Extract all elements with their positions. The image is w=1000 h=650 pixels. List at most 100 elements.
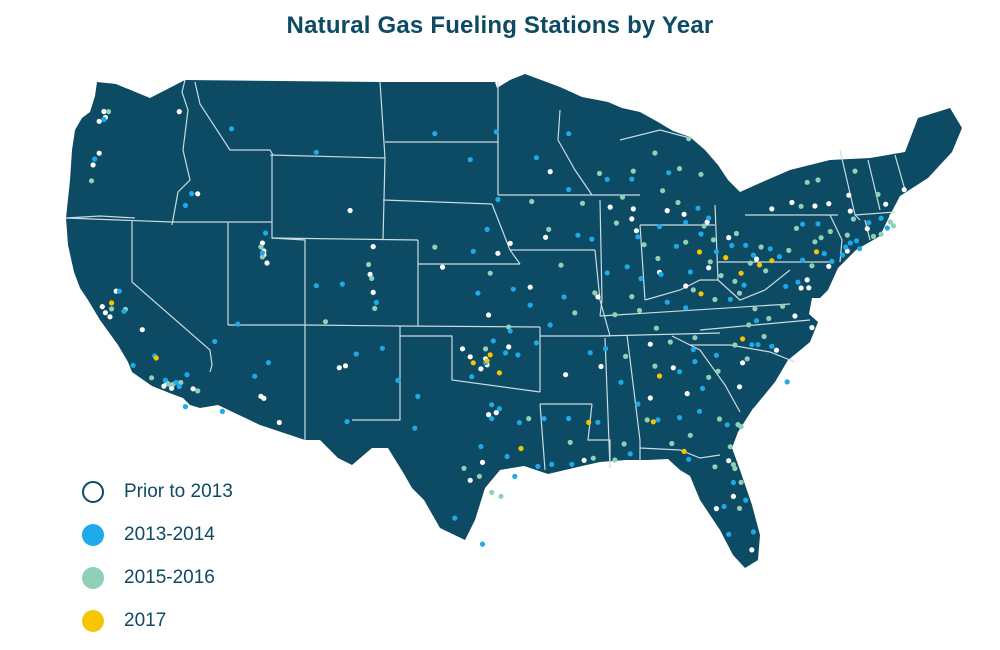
station-dot-y2013-2014-14 <box>121 308 127 314</box>
station-dot-y2013-2014-54 <box>479 541 486 547</box>
station-dot-y2013-2014-17 <box>162 377 168 383</box>
station-dot-y2017-14 <box>738 270 744 276</box>
station-dot-prior-2013-78 <box>563 372 569 378</box>
station-markers <box>88 108 907 553</box>
station-dot-y2013-2014-56 <box>541 416 547 422</box>
station-dot-y2013-2014-129 <box>726 531 732 537</box>
station-dot-y2013-2014-11 <box>395 377 401 383</box>
station-dot-prior-2013-17 <box>139 327 145 333</box>
station-dot-y2015-2016-31 <box>716 416 723 422</box>
legend-swatch-prior-to-2013 <box>82 481 104 503</box>
station-dot-y2013-2014-55 <box>452 515 458 521</box>
station-dot-y2015-2016-24 <box>567 439 573 445</box>
station-dot-y2013-2014-82 <box>706 215 712 221</box>
station-dot-y2015-2016-100 <box>675 199 681 206</box>
station-dot-y2013-2014-71 <box>566 131 572 137</box>
station-dot-y2015-2016-46 <box>780 303 786 309</box>
station-dot-y2013-2014-15 <box>130 362 136 368</box>
station-dot-y2013-2014-116 <box>690 347 696 353</box>
station-dot-y2013-2014-7 <box>373 299 379 305</box>
station-dot-y2013-2014-60 <box>595 419 601 425</box>
station-dot-y2013-2014-133 <box>795 279 801 285</box>
station-dot-y2015-2016-82 <box>641 242 647 248</box>
station-dot-prior-2013-90 <box>726 458 732 464</box>
station-dot-y2013-2014-77 <box>638 276 644 282</box>
station-dot-y2013-2014-64 <box>533 340 540 346</box>
station-dot-prior-2013-60 <box>812 203 818 209</box>
border-id-mt <box>194 81 274 156</box>
station-dot-prior-2013-24 <box>261 395 267 401</box>
station-dot-y2017-7 <box>586 419 592 425</box>
station-dot-y2013-2014-12 <box>379 345 385 351</box>
border-wa-id <box>181 79 189 151</box>
station-dot-y2013-2014-105 <box>800 221 806 227</box>
station-dot-prior-2013-85 <box>704 219 710 225</box>
station-dot-y2015-2016-101 <box>701 223 707 229</box>
station-dot-prior-2013-42 <box>647 395 653 401</box>
border-ca-nv <box>131 220 213 373</box>
station-dot-y2013-2014-2 <box>182 202 188 208</box>
station-dot-y2015-2016-92 <box>572 310 578 316</box>
station-dot-y2015-2016-17 <box>506 324 512 330</box>
station-dot-prior-2013-31 <box>506 344 512 350</box>
station-dot-y2013-2014-51 <box>489 416 495 422</box>
station-dot-y2013-2014-45 <box>496 406 502 412</box>
station-dot-prior-2013-40 <box>596 466 603 472</box>
station-dot-y2013-2014-122 <box>676 415 683 421</box>
station-dot-prior-2013-25 <box>276 419 282 426</box>
station-dot-prior-2013-38 <box>467 477 473 483</box>
station-dot-y2017-18 <box>656 373 663 379</box>
border-wa-or <box>65 215 136 219</box>
station-dot-prior-2013-54 <box>889 213 895 219</box>
station-dot-prior-2013-32 <box>478 366 484 372</box>
station-dot-y2017-15 <box>756 262 763 268</box>
station-dot-prior-2013-20 <box>169 385 175 391</box>
station-dot-prior-2013-39 <box>479 459 486 465</box>
station-dot-y2015-2016-10 <box>149 375 155 381</box>
station-dot-prior-2013-4 <box>96 150 102 156</box>
station-dot-y2013-2014-85 <box>666 170 672 176</box>
station-dot-y2013-2014-120 <box>724 422 730 428</box>
station-dot-y2013-2014-67 <box>575 232 581 238</box>
legend-item-2013-2014: 2013-2014 <box>82 521 233 549</box>
border-vt-nh-me <box>867 154 906 211</box>
station-dot-y2015-2016-54 <box>683 239 689 245</box>
station-dot-y2015-2016-28 <box>644 417 650 423</box>
station-dot-y2015-2016-56 <box>733 230 740 237</box>
border-il-mo <box>594 249 611 337</box>
station-dot-y2013-2014-63 <box>587 350 593 356</box>
station-dot-y2015-2016-71 <box>875 191 881 197</box>
station-dot-y2013-2014-80 <box>664 299 670 305</box>
station-dot-y2015-2016-68 <box>878 231 884 237</box>
station-dot-y2015-2016-48 <box>752 306 758 312</box>
border-mt-wy <box>269 154 386 159</box>
station-dot-y2015-2016-98 <box>652 150 658 156</box>
station-dot-y2015-2016-8 <box>109 306 115 312</box>
station-dot-y2015-2016-96 <box>579 200 586 206</box>
legend: Prior to 2013 2013-2014 2015-2016 2017 <box>82 478 233 650</box>
station-dot-y2013-2014-30 <box>493 129 499 135</box>
station-dot-y2015-2016-18 <box>483 346 489 352</box>
station-dot-prior-2013-77 <box>598 363 604 370</box>
station-dot-y2013-2014-104 <box>866 220 872 226</box>
station-dot-y2013-2014-127 <box>730 479 737 486</box>
station-dot-prior-2013-51 <box>826 263 832 269</box>
station-dot-y2015-2016-89 <box>652 363 658 369</box>
station-dot-y2017-6 <box>518 445 524 452</box>
station-dot-y2015-2016-66 <box>850 216 857 222</box>
station-dot-prior-2013-49 <box>798 285 804 291</box>
station-dot-prior-2013-47 <box>792 313 798 319</box>
station-dot-y2013-2014-92 <box>750 252 757 258</box>
station-dot-prior-2013-84 <box>681 211 687 217</box>
station-dot-y2013-2014-10 <box>344 419 350 425</box>
station-dot-prior-2013-69 <box>629 216 635 222</box>
station-dot-y2015-2016-97 <box>596 170 603 176</box>
station-dot-y2013-2014-112 <box>713 352 720 358</box>
station-dot-y2015-2016-58 <box>763 268 769 274</box>
station-dot-y2015-2016-50 <box>712 296 718 303</box>
station-dot-y2015-2016-104 <box>690 287 696 293</box>
station-dot-y2013-2014-18 <box>173 379 179 385</box>
station-dot-y2015-2016-69 <box>890 223 897 229</box>
station-dot-y2013-2014-88 <box>713 249 720 255</box>
station-dot-y2013-2014-86 <box>656 224 663 230</box>
